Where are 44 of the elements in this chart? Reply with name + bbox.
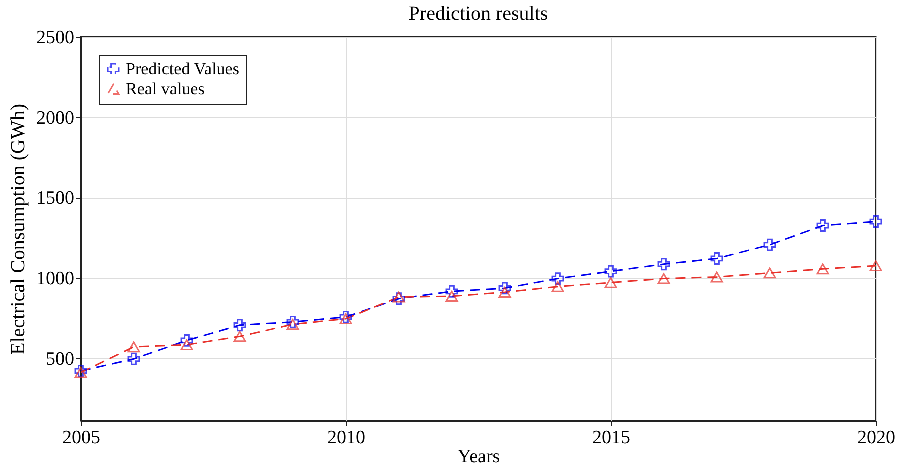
y-tick-label: 500 bbox=[46, 348, 74, 370]
point bbox=[74, 367, 88, 378]
point bbox=[392, 292, 406, 303]
y-tick-label: 2000 bbox=[36, 108, 74, 129]
point bbox=[764, 268, 776, 279]
legend-label: Predicted Values bbox=[126, 60, 240, 78]
point bbox=[764, 238, 776, 252]
point bbox=[658, 258, 670, 271]
point bbox=[498, 286, 512, 298]
point bbox=[604, 265, 618, 278]
y-tick-label: 1500 bbox=[36, 188, 74, 210]
point bbox=[710, 272, 724, 283]
point bbox=[286, 319, 300, 330]
point bbox=[180, 340, 194, 350]
x-tick-label: 2020 bbox=[858, 428, 896, 448]
point bbox=[128, 342, 140, 353]
x-tick-label: 2015 bbox=[592, 428, 630, 448]
point bbox=[552, 281, 564, 292]
point bbox=[128, 352, 140, 366]
point bbox=[498, 282, 512, 295]
legend-label: Real values bbox=[126, 80, 205, 98]
point bbox=[446, 285, 458, 298]
point bbox=[392, 292, 406, 306]
y-axis-title: Electrical Consumption (GWh) bbox=[8, 104, 30, 356]
x-axis-title: Years bbox=[458, 446, 500, 468]
point bbox=[604, 277, 618, 288]
point bbox=[340, 313, 352, 324]
x-tick-label: 2010 bbox=[328, 428, 366, 448]
chart-title: Prediction results bbox=[408, 3, 548, 25]
point bbox=[234, 319, 246, 332]
point bbox=[286, 316, 300, 328]
y-tick-label: 2500 bbox=[36, 28, 74, 48]
point bbox=[816, 264, 830, 275]
point bbox=[446, 290, 458, 302]
point bbox=[710, 252, 724, 265]
point bbox=[180, 334, 194, 347]
point bbox=[552, 272, 564, 286]
point bbox=[816, 220, 830, 232]
point bbox=[870, 260, 882, 272]
point bbox=[658, 273, 670, 284]
point bbox=[870, 216, 882, 228]
point bbox=[234, 331, 246, 342]
x-tick-label: 2005 bbox=[62, 428, 100, 448]
y-tick-label: 1000 bbox=[36, 268, 74, 290]
